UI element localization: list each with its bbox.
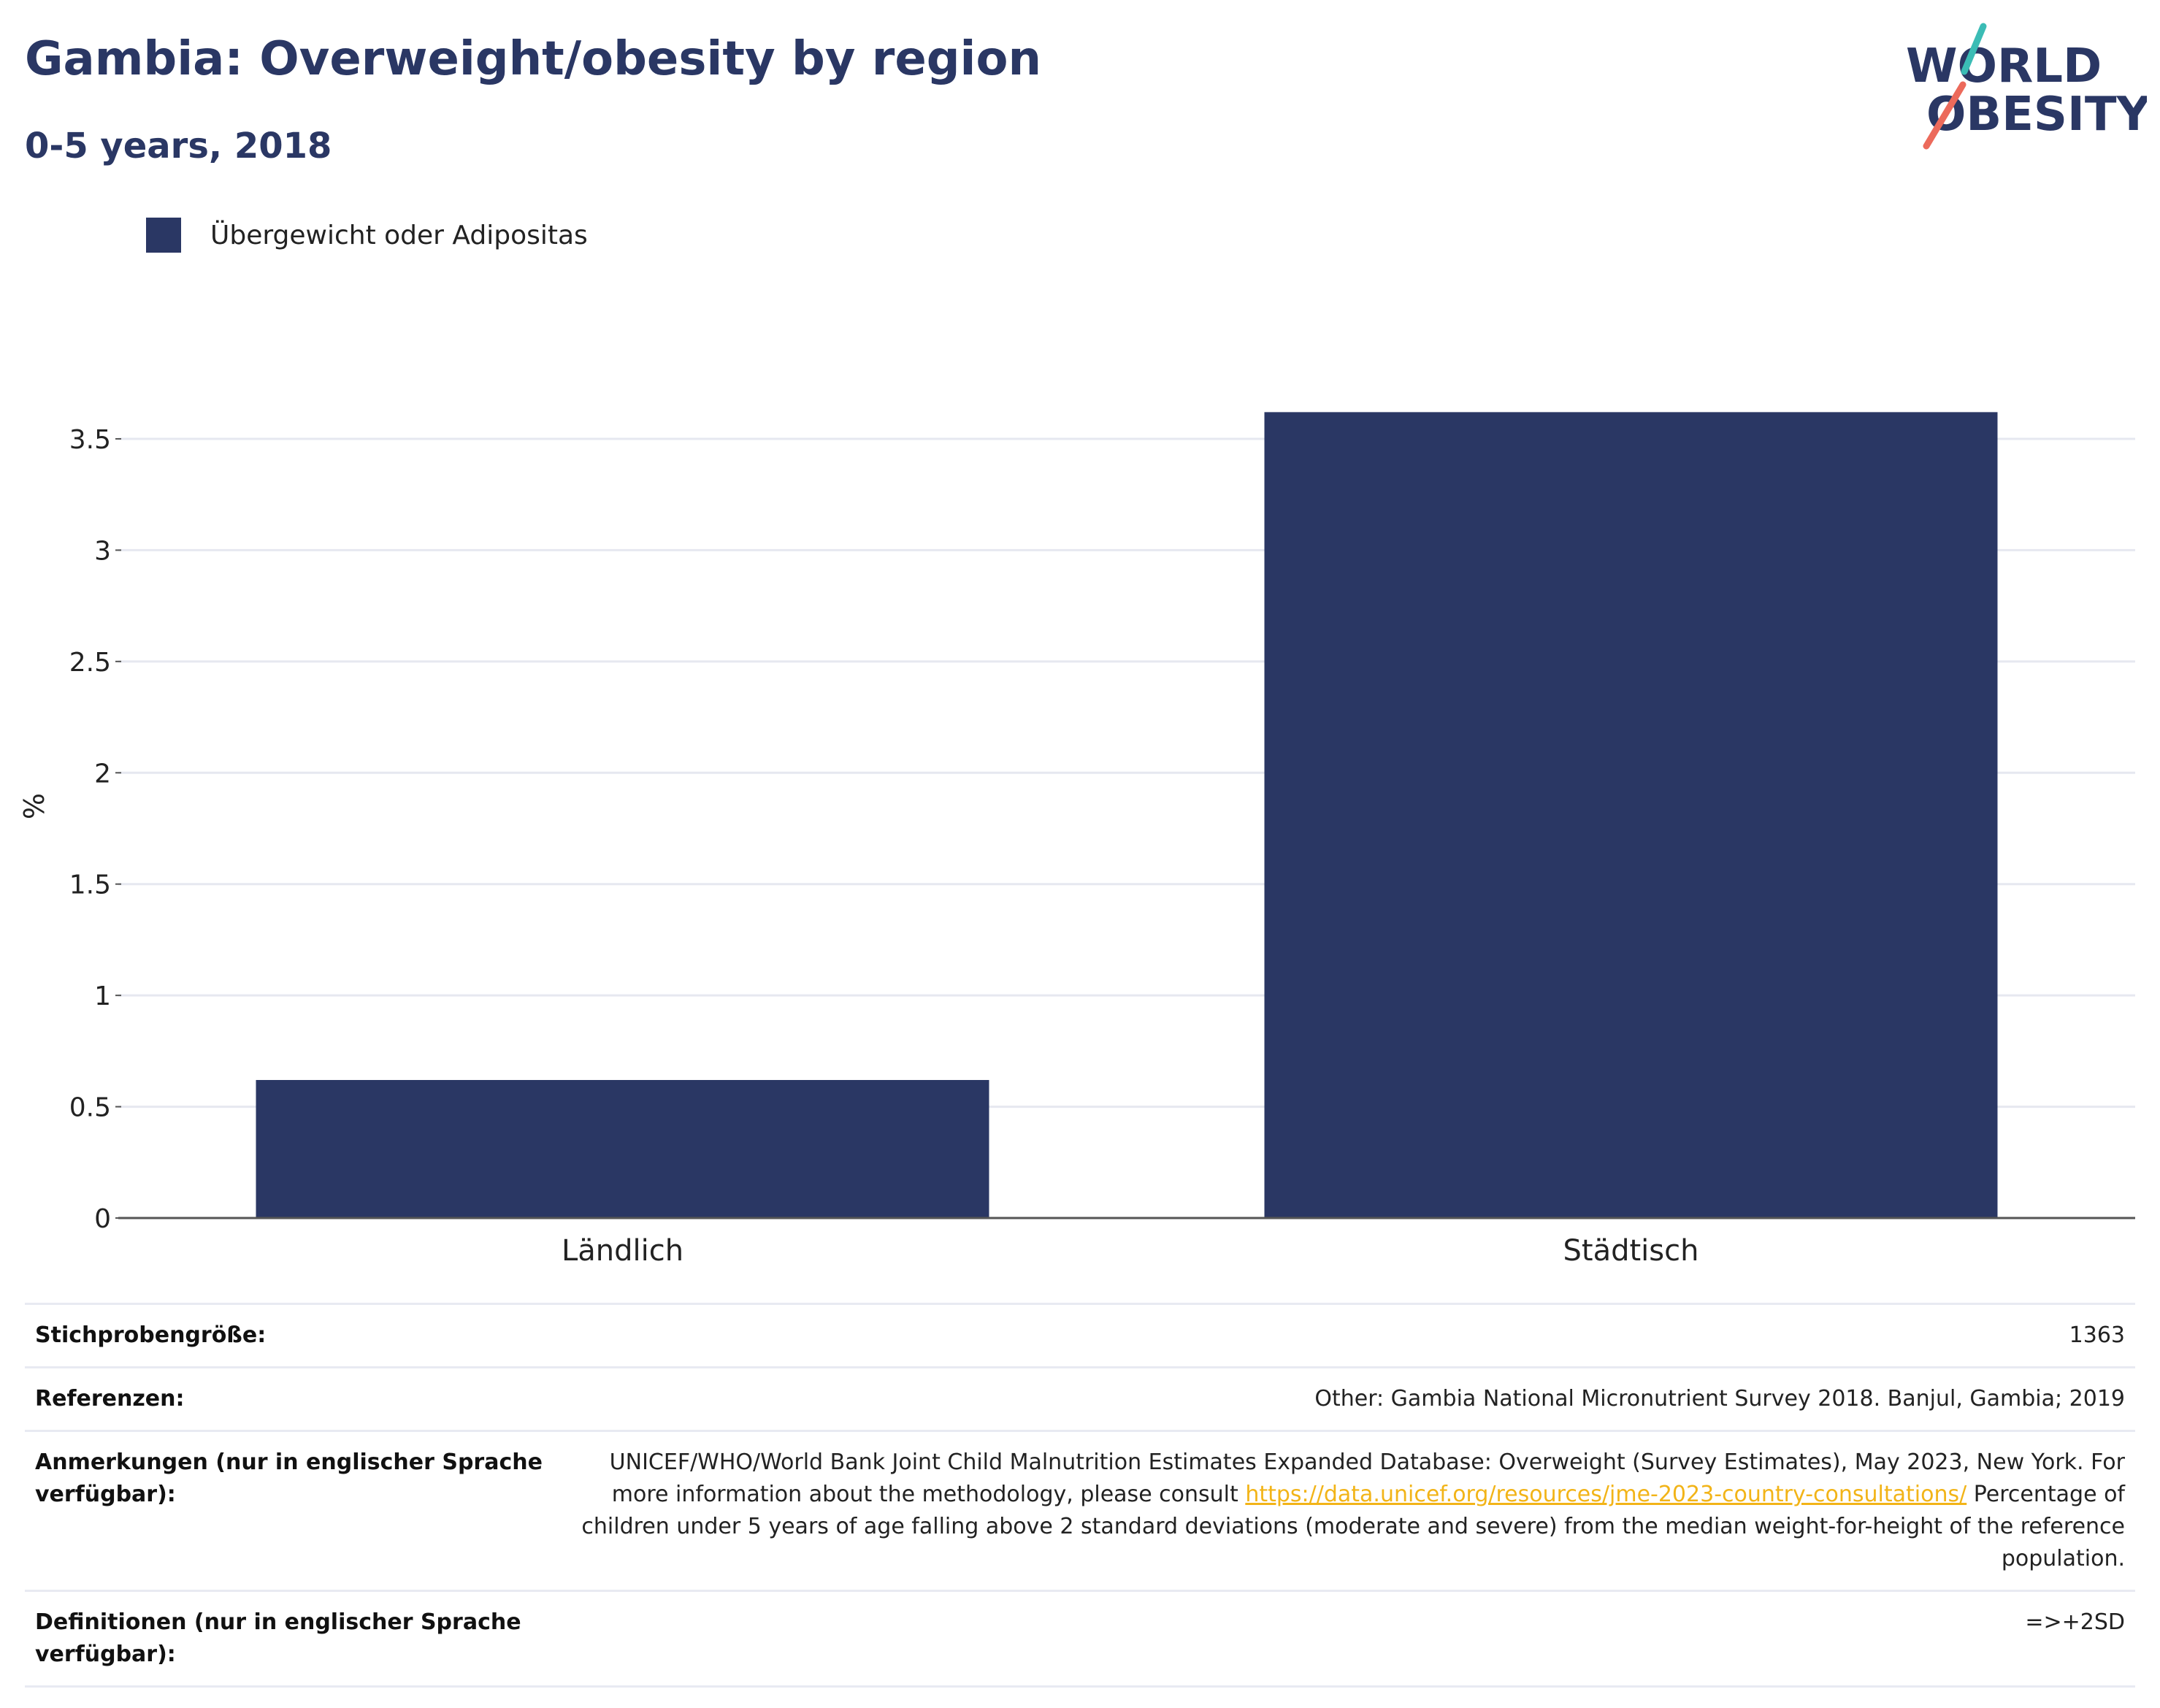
- meta-row-sample: Stichprobengröße: 1363: [25, 1303, 2135, 1368]
- logo-text-world: WORLD: [1906, 39, 2102, 93]
- meta-row-notes: Anmerkungen (nur in englischer Sprache v…: [25, 1430, 2135, 1591]
- notes-link[interactable]: https://data.unicef.org/resources/jme-20…: [1245, 1482, 1967, 1507]
- x-tick-label: Ländlich: [562, 1234, 683, 1268]
- x-tick-label: Städtisch: [1563, 1234, 1699, 1268]
- definitions-label: Definitionen (nur in englischer Sprache …: [25, 1590, 556, 1688]
- definitions-value: =>+2SD: [556, 1590, 2135, 1688]
- legend-label: Übergewicht oder Adipositas: [210, 220, 588, 250]
- logo-text-obesity: OBESITY: [1926, 88, 2147, 142]
- sample-size-label: Stichprobengröße:: [25, 1303, 556, 1368]
- y-tick-label: 0.5: [69, 1093, 111, 1123]
- legend-swatch: [146, 218, 181, 253]
- meta-row-references: Referenzen: Other: Gambia National Micro…: [25, 1366, 2135, 1431]
- y-tick-label: 0: [94, 1204, 111, 1234]
- bar: [1264, 412, 1998, 1218]
- notes-text-2: Percentage of children under 5 years of …: [581, 1482, 2125, 1571]
- legend[interactable]: Übergewicht oder Adipositas: [146, 218, 588, 253]
- logo-slash-teal: [1961, 23, 1987, 75]
- y-tick-label: 1: [94, 981, 111, 1011]
- y-tick-label: 2: [94, 759, 111, 789]
- references-label: Referenzen:: [25, 1366, 556, 1431]
- bar-chart: 0 0.5 1 1.5 2 2.5 3 3.5% Ländlich Städtisch: [18, 412, 2135, 1268]
- notes-label: Anmerkungen (nur in englischer Sprache v…: [25, 1430, 556, 1591]
- y-tick-label: 3.5: [69, 425, 111, 455]
- chart-title: Gambia: Overweight/obesity by region: [25, 32, 1041, 86]
- y-tick-label: 2.5: [69, 648, 111, 678]
- references-value: Other: Gambia National Micronutrient Sur…: [556, 1366, 2135, 1431]
- notes-value: UNICEF/WHO/World Bank Joint Child Malnut…: [556, 1430, 2135, 1591]
- y-tick-label: 1.5: [69, 870, 111, 900]
- sample-size-value: 1363: [556, 1303, 2135, 1368]
- y-tick-label: 3: [94, 536, 111, 566]
- logo-slash-coral: [1923, 81, 1966, 150]
- notes-text-1: UNICEF/WHO/World Bank Joint Child Malnut…: [609, 1449, 2125, 1507]
- y-axis-title: %: [18, 793, 50, 819]
- meta-row-definitions: Definitionen (nur in englischer Sprache …: [25, 1590, 2135, 1688]
- metadata-table: Stichprobengröße: 1363 Referenzen: Other…: [25, 1303, 2135, 1688]
- world-obesity-logo: WORLD OBESITY: [1906, 23, 2147, 150]
- bar: [256, 1079, 989, 1218]
- chart-subtitle: 0-5 years, 2018: [25, 126, 332, 166]
